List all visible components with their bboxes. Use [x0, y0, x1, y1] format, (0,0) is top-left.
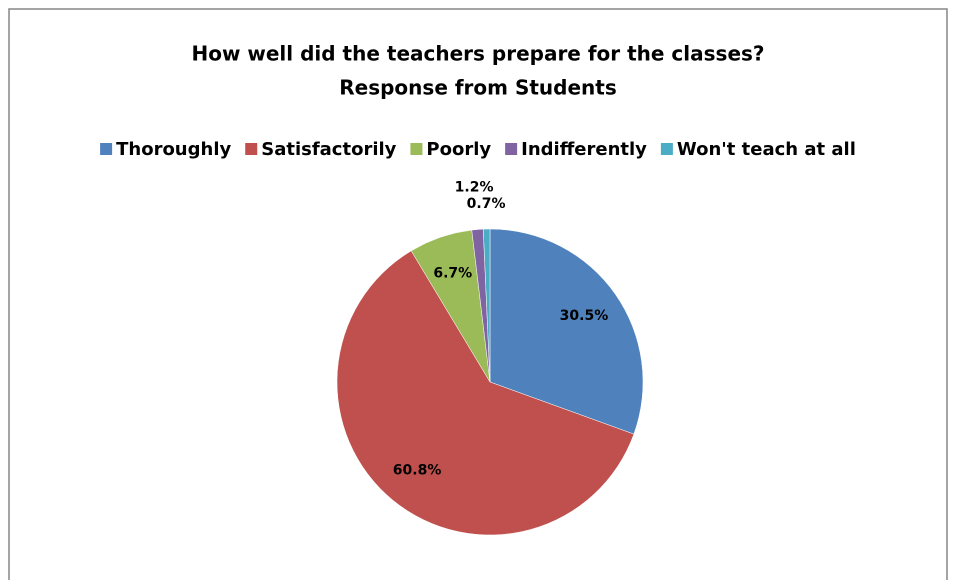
chart-subtitle: Response from Students: [339, 76, 617, 100]
legend-label: Indifferently: [521, 139, 647, 160]
pie-slice: [336, 250, 635, 536]
data-label: 0.7%: [467, 196, 506, 212]
data-label: 30.5%: [560, 308, 609, 324]
legend-label: Satisfactorily: [261, 139, 396, 160]
legend-swatch: [505, 143, 518, 155]
legend-swatch: [100, 143, 113, 155]
legend-label: Won't teach at all: [677, 139, 856, 160]
legend-label: Poorly: [426, 139, 491, 160]
chart-title: How well did the teachers prepare for th…: [191, 42, 764, 66]
data-label: 1.2%: [455, 180, 494, 196]
data-label: 60.8%: [393, 463, 442, 479]
legend-swatch: [410, 143, 423, 155]
pie-slice: [489, 228, 644, 435]
data-label: 6.7%: [433, 265, 472, 281]
legend-swatch: [660, 143, 673, 155]
legend-swatch: [245, 143, 258, 155]
pie-slice: [483, 228, 491, 383]
legend-label: Thoroughly: [116, 139, 231, 160]
